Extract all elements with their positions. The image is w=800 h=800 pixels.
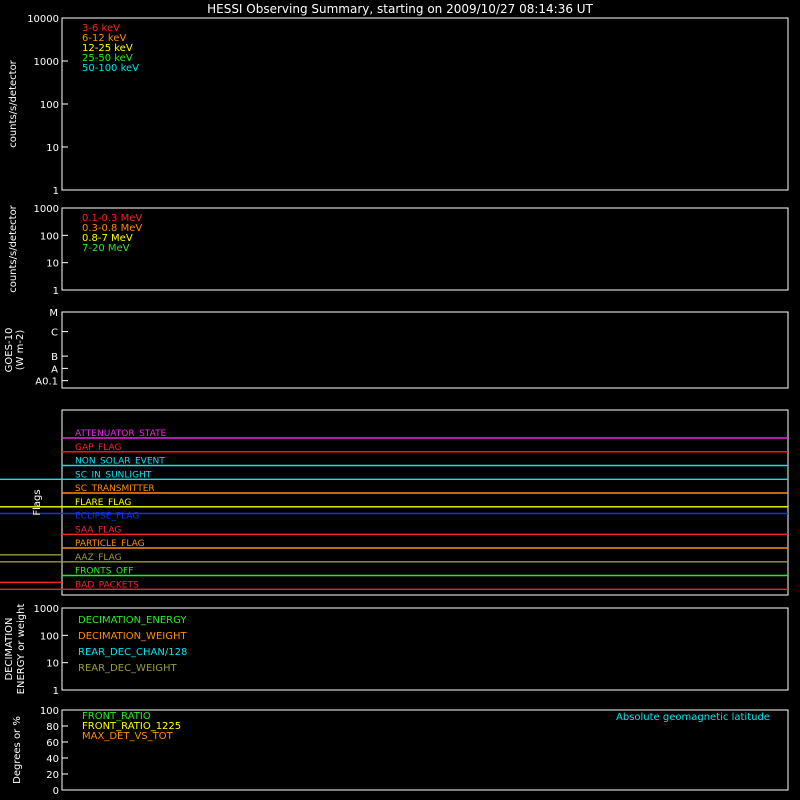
y-tick-label: 10000 — [27, 14, 59, 25]
panel-flags: 08:1508:3008:4509:0009:1509:3009:45ATTEN… — [0, 409, 789, 596]
legend-entry: 0.8-7 MeV — [82, 233, 133, 244]
y-tick-label: A0.1 — [35, 377, 58, 388]
y-tick-label: 10 — [46, 143, 59, 154]
right-label: Absolute geomagnetic latitude — [616, 712, 770, 723]
flag-label: AAZ_FLAG — [75, 553, 122, 563]
panel-mev: 08:1508:3008:4509:0009:1509:3009:4511010… — [8, 204, 789, 297]
y-tick-label: 1 — [53, 686, 59, 697]
y-axis-label-line2: ENERGY or weight — [16, 604, 27, 695]
legend-entry: 0.3-0.8 MeV — [82, 223, 142, 234]
y-tick-label: 1 — [53, 186, 59, 197]
legend-entry: FRONT_RATIO_1225 — [82, 721, 181, 732]
figure-title: HESSI Observing Summary, starting on 200… — [207, 2, 593, 16]
y-tick-label: 40 — [46, 754, 59, 765]
flag-label: ECLIPSE_FLAG — [75, 512, 139, 522]
y-axis-unit: (W m-2) — [15, 330, 26, 371]
y-tick-label: 10 — [46, 259, 59, 270]
flag-label: SAA_FLAG — [75, 525, 121, 535]
y-axis-label: Degrees or % — [12, 716, 23, 784]
panel-frame-lightcurves — [61, 17, 789, 191]
legend-entry: DECIMATION_ENERGY — [78, 615, 187, 626]
panel-frame-goes — [61, 311, 789, 389]
panel-ratios: 08:1508:3008:4509:0009:1509:3009:4502040… — [12, 706, 789, 797]
legend-entry: 7-20 MeV — [82, 243, 130, 254]
flag-label: ATTENUATOR_STATE — [75, 429, 167, 439]
y-tick-label: 0 — [53, 786, 59, 797]
panel-frame-flags — [61, 409, 789, 596]
flag-label: SC_TRANSMITTER — [75, 484, 155, 494]
flag-label: PARTICLE_FLAG — [75, 539, 145, 549]
legend-entry: 6-12 keV — [82, 33, 126, 44]
panel-decimation: 08:1508:3008:4509:0009:1509:3009:4511010… — [4, 604, 789, 697]
legend-entry: MAX_DET_VS_TOT — [82, 731, 174, 742]
y-tick-label: B — [51, 352, 58, 363]
flag-label: FRONTS_OFF — [75, 567, 133, 577]
y-tick-label: 60 — [46, 738, 59, 749]
panel-frame-decimation — [61, 607, 789, 691]
legend-entry: DECIMATION_WEIGHT — [78, 631, 187, 642]
y-axis-label-line1: DECIMATION — [4, 617, 15, 680]
y-tick-label: M — [49, 308, 58, 319]
flag-label: FLARE_FLAG — [75, 498, 131, 508]
y-tick-label: 1000 — [34, 57, 59, 68]
y-tick-label: 100 — [40, 231, 59, 242]
y-tick-label: C — [51, 328, 58, 339]
y-tick-label: 100 — [40, 631, 59, 642]
flag-label: BAD_PACKETS — [75, 580, 139, 590]
panel-lightcurves: 08:1508:3008:4509:0009:1509:3009:4511010… — [8, 14, 789, 197]
y-axis-label: Flags — [32, 489, 43, 515]
y-axis-label: counts/s/detector — [8, 59, 19, 147]
y-tick-label: 80 — [46, 722, 59, 733]
y-tick-label: 1 — [53, 286, 59, 297]
flag-label: SC_IN_SUNLIGHT — [75, 470, 152, 480]
legend-entry: 0.1-0.3 MeV — [82, 213, 142, 224]
legend-entry: REAR_DEC_CHAN/128 — [78, 647, 187, 658]
panel-frame-ratios — [61, 709, 789, 791]
legend-entry: 25-50 keV — [82, 53, 133, 64]
legend-entry: REAR_DEC_WEIGHT — [78, 663, 177, 674]
legend-entry: FRONT_RATIO — [82, 711, 151, 722]
y-tick-label: 1000 — [34, 204, 59, 215]
flag-label: NON_SOLAR_EVENT — [75, 457, 165, 467]
legend-entry: 12-25 keV — [82, 43, 133, 54]
y-tick-label: 1000 — [34, 604, 59, 615]
y-tick-label: 100 — [40, 100, 59, 111]
legend-entry: 50-100 keV — [82, 63, 139, 74]
legend-entry: 3-6 keV — [82, 23, 120, 34]
panel-frame-mev — [61, 207, 789, 291]
y-axis-label: GOES-10 — [4, 328, 15, 373]
flag-label: GAP_FLAG — [75, 443, 121, 453]
y-tick-label: 100 — [40, 706, 59, 717]
y-tick-label: 10 — [46, 659, 59, 670]
panel-goes: 08:1508:3008:4509:0009:1509:3009:45A0.1A… — [4, 308, 789, 389]
y-tick-label: A — [51, 364, 58, 375]
y-tick-label: 20 — [46, 770, 59, 781]
y-axis-label: counts/s/detector — [8, 204, 19, 292]
